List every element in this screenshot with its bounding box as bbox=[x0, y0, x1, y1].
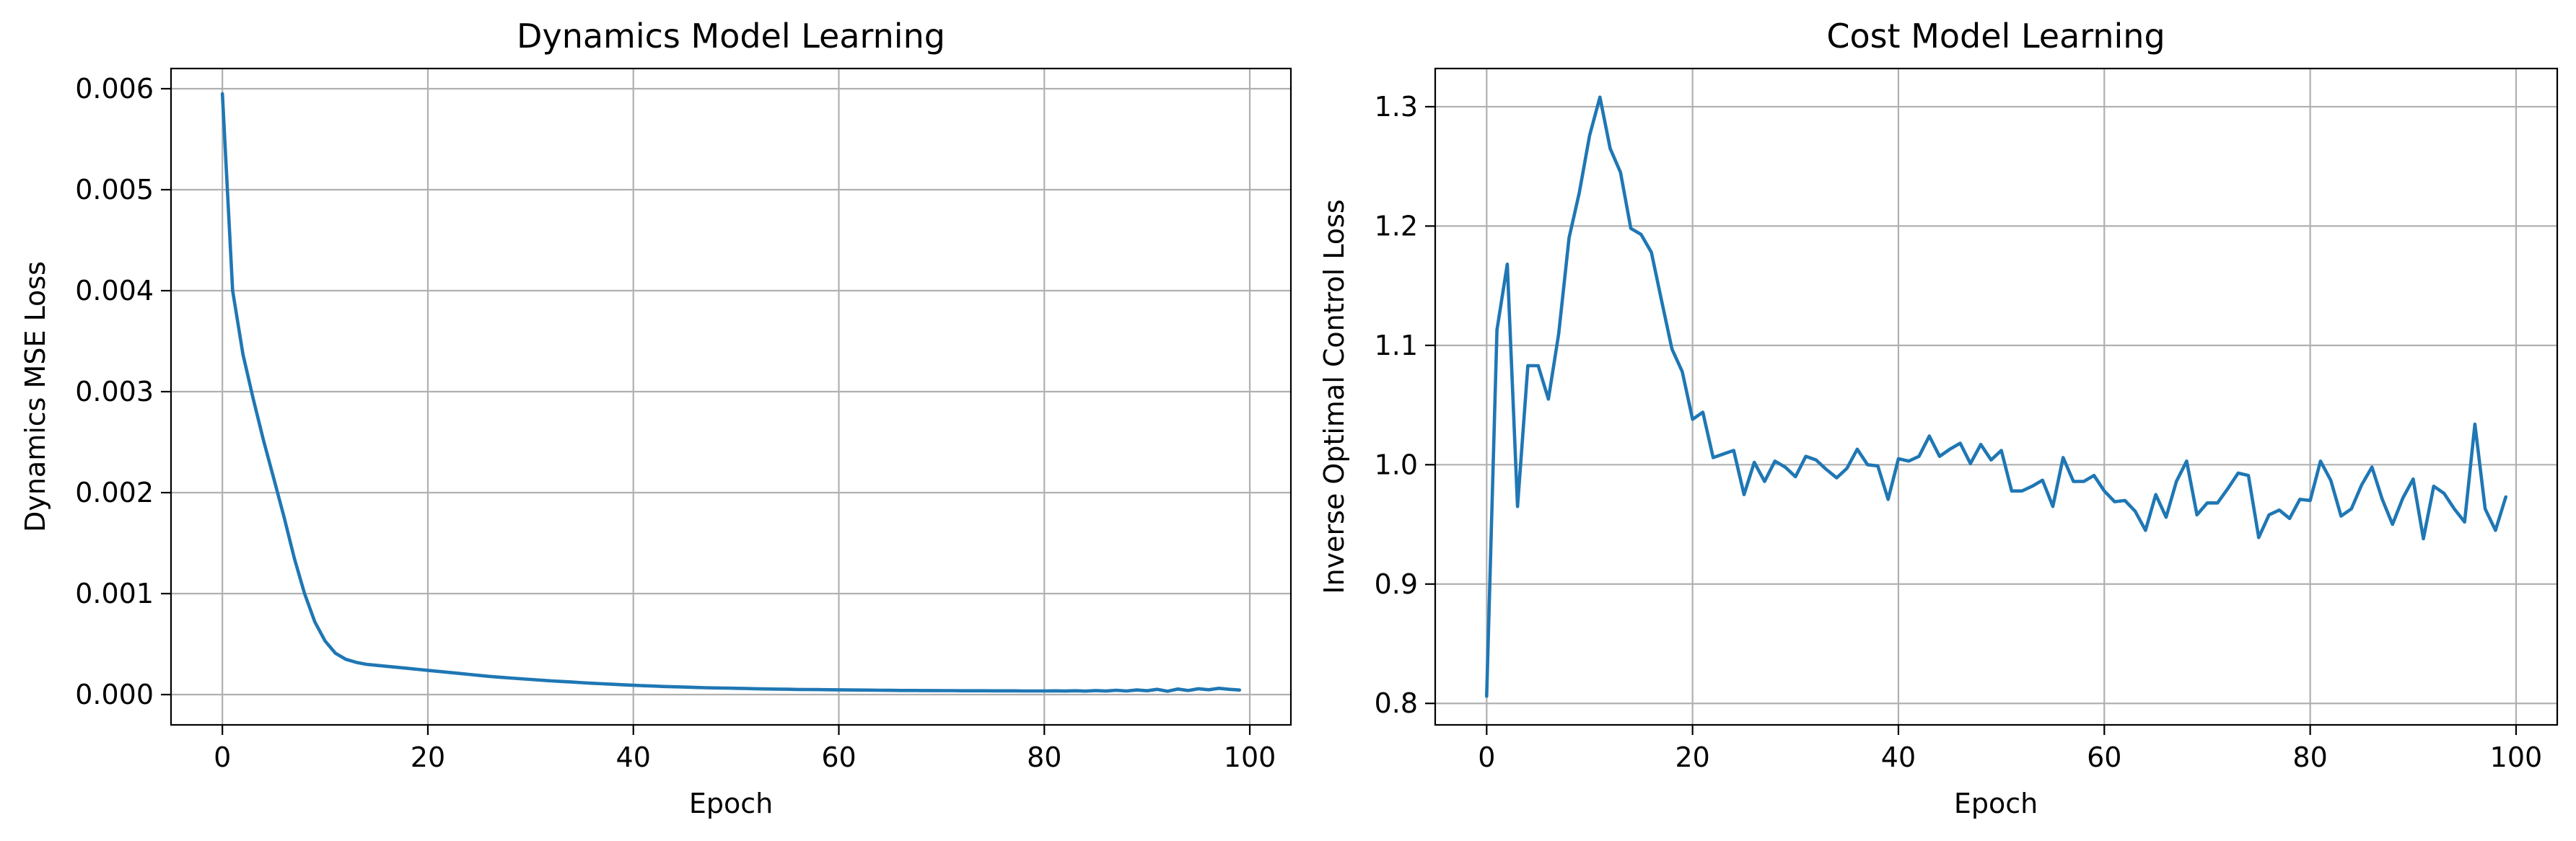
dynamics-x-axis-label: Epoch bbox=[689, 788, 773, 819]
cost-x-tick-label: 20 bbox=[1675, 741, 1709, 773]
cost-x-tick-label: 80 bbox=[2292, 741, 2327, 773]
cost-x-tick-label: 60 bbox=[2087, 741, 2121, 773]
cost-y-tick-label: 0.9 bbox=[1375, 568, 1418, 600]
dynamics-chart-panel: Dynamics Model Learning 0 20 40 60 80 100 0.0… bbox=[19, 17, 1292, 819]
cost-x-tick-label: 100 bbox=[2490, 741, 2543, 773]
dynamics-y-tick-label: 0.003 bbox=[75, 376, 154, 408]
dynamics-x-tick-label: 60 bbox=[821, 741, 856, 773]
dynamics-y-tick-label: 0.006 bbox=[75, 73, 154, 105]
dynamics-y-tick-label: 0.001 bbox=[75, 578, 154, 609]
cost-y-tick-label: 1.2 bbox=[1375, 210, 1418, 242]
dynamics-x-tick-label: 20 bbox=[411, 741, 445, 773]
dynamics-series bbox=[220, 92, 1242, 693]
dynamics-grid bbox=[171, 69, 1291, 725]
dynamics-chart-title: Dynamics Model Learning bbox=[517, 17, 945, 56]
cost-x-tick-label: 0 bbox=[1478, 741, 1495, 773]
cost-y-tick-label: 1.3 bbox=[1375, 91, 1418, 123]
cost-y-tick-label: 1.0 bbox=[1375, 449, 1418, 480]
dynamics-y-tick-label: 0.004 bbox=[75, 275, 154, 307]
cost-x-axis-label: Epoch bbox=[1954, 788, 2038, 819]
cost-series bbox=[1485, 95, 2507, 698]
cost-chart-title: Cost Model Learning bbox=[1826, 17, 2165, 56]
cost-grid bbox=[1435, 69, 2557, 725]
dynamics-y-tick-label: 0.005 bbox=[75, 174, 154, 206]
cost-x-tick-label: 40 bbox=[1881, 741, 1916, 773]
dynamics-x-tick-label: 80 bbox=[1027, 741, 1061, 773]
dynamics-x-ticks: 0 20 40 60 80 100 bbox=[214, 725, 1276, 773]
dynamics-plot-frame bbox=[170, 67, 1292, 726]
dynamics-x-tick-label: 40 bbox=[616, 741, 651, 773]
dynamics-y-ticks: 0.000 0.001 0.002 0.003 0.004 0.005 0.006 bbox=[75, 73, 171, 710]
cost-x-ticks: 0 20 40 60 80 100 bbox=[1478, 725, 2542, 773]
cost-plot-frame bbox=[1434, 67, 2559, 726]
cost-chart-panel: Cost Model Learning 0 20 40 60 80 100 0.8 0.9 1… bbox=[1318, 17, 2559, 819]
cost-loss-line bbox=[1485, 95, 2507, 698]
dynamics-y-tick-label: 0.002 bbox=[75, 477, 154, 508]
dynamics-loss-line bbox=[220, 92, 1242, 693]
dynamics-y-tick-label: 0.000 bbox=[75, 679, 154, 710]
cost-y-tick-label: 1.1 bbox=[1375, 330, 1418, 361]
dynamics-x-tick-label: 0 bbox=[214, 741, 231, 773]
dynamics-x-tick-label: 100 bbox=[1224, 741, 1276, 773]
cost-y-tick-label: 0.8 bbox=[1375, 687, 1418, 719]
dynamics-y-axis-label: Dynamics MSE Loss bbox=[19, 261, 51, 532]
cost-y-axis-label: Inverse Optimal Control Loss bbox=[1318, 199, 1350, 594]
cost-y-ticks: 0.8 0.9 1.0 1.1 1.2 1.3 bbox=[1375, 91, 1435, 719]
